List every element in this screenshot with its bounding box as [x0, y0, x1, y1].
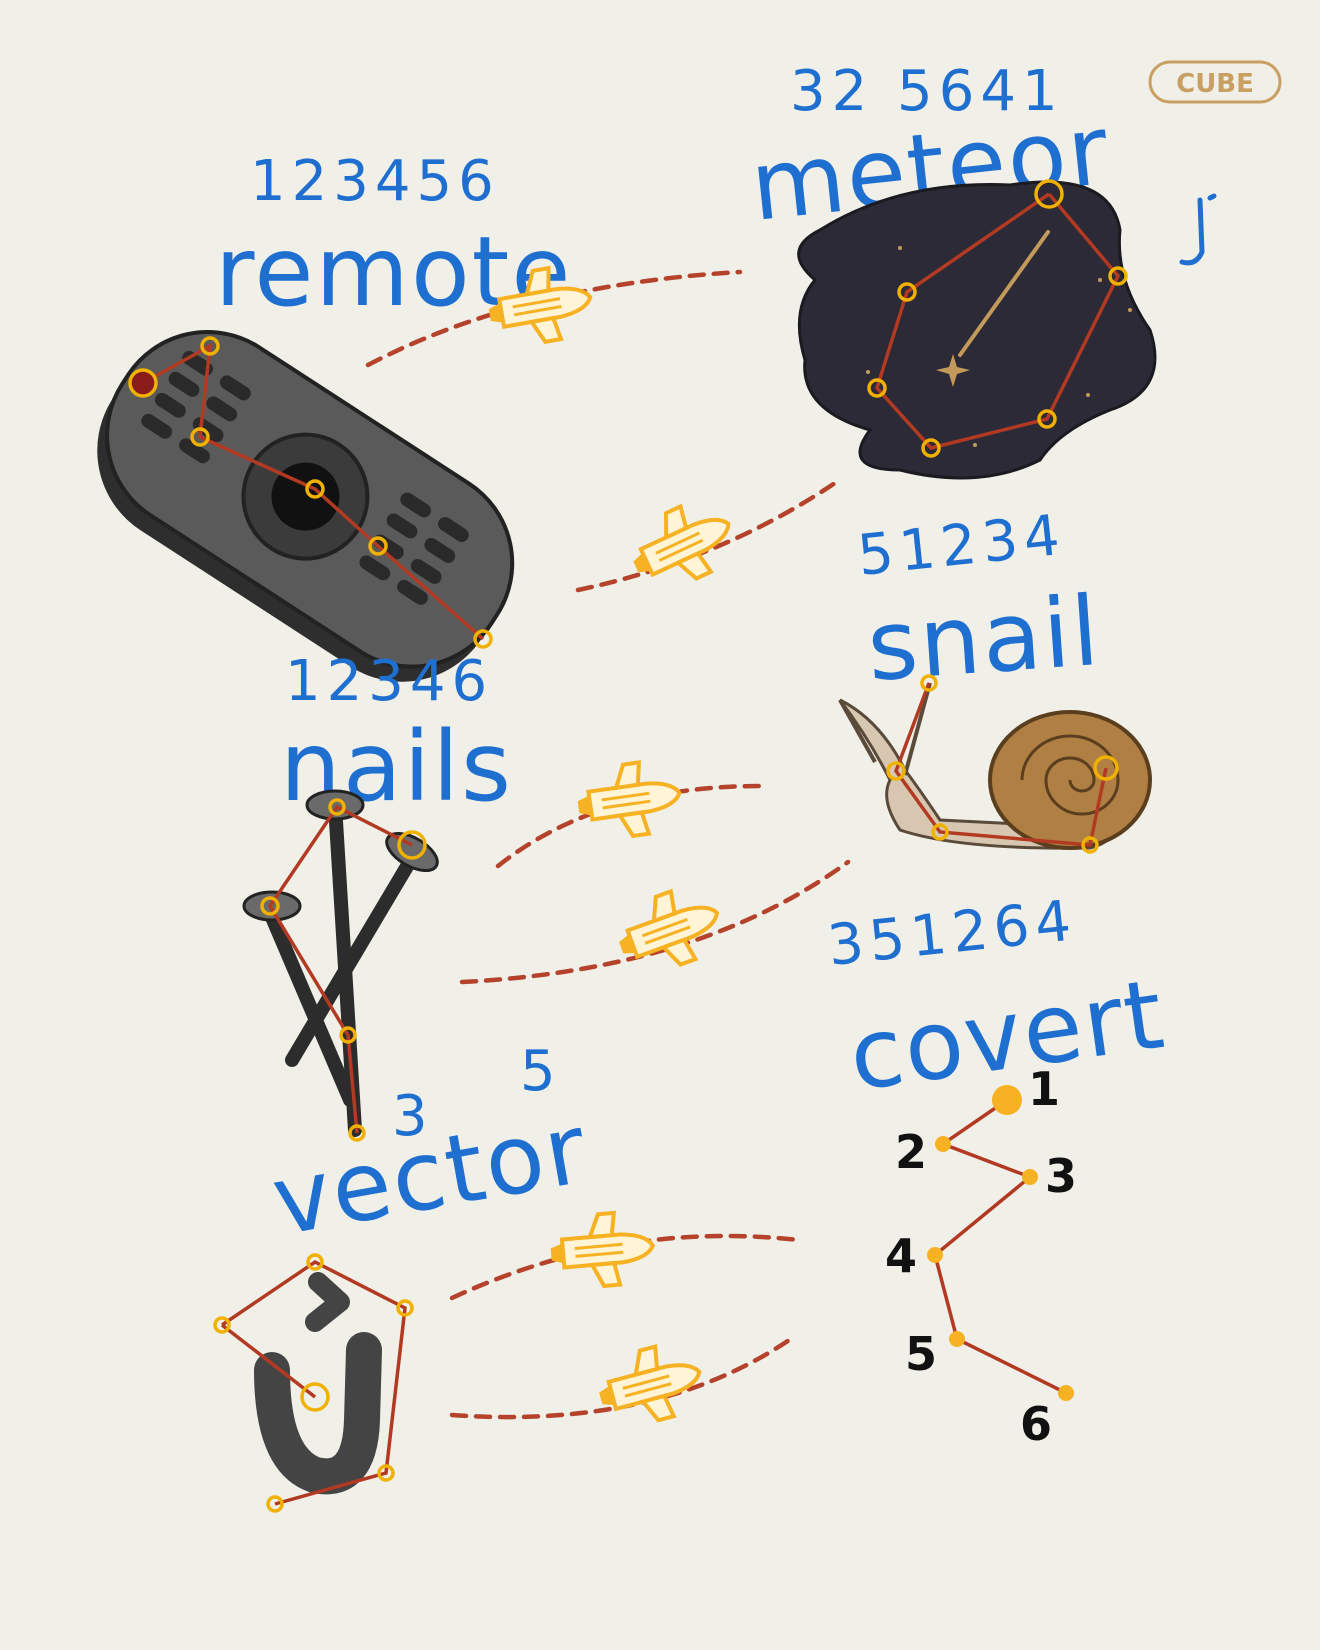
shuttle-icon [606, 877, 732, 984]
meteor-sky-icon [797, 179, 1157, 480]
letter-v-icon [213, 1253, 414, 1513]
shuttle-icon [589, 1335, 711, 1436]
watermark: CUBE [1148, 60, 1282, 104]
covert-point-3: 3 [1045, 1149, 1077, 1203]
snail-label: 51234 snail [855, 503, 1104, 703]
covert-point-2: 2 [895, 1125, 927, 1179]
nails-label: 12346 nails [280, 649, 511, 823]
covert-point-4: 4 [885, 1229, 917, 1283]
covert-point-5: 5 [905, 1327, 937, 1381]
remote-icon [97, 330, 515, 682]
covert-point-6: 6 [1020, 1397, 1052, 1451]
vector-digit-3: 3 [392, 1084, 434, 1149]
snail-digits: 51234 [855, 503, 1069, 589]
snail-word: snail [864, 575, 1104, 703]
covert-constellation: 1 2 3 4 5 6 [885, 1062, 1077, 1451]
remote-digits: 123456 [250, 149, 500, 214]
remote-label: 123456 remote [215, 149, 570, 328]
shuttle-icon [571, 755, 687, 845]
vector-label: 3 5 vector [265, 1039, 596, 1258]
shuttle-icon [546, 1207, 658, 1293]
covert-point-1: 1 [1028, 1062, 1060, 1116]
nails-icon [242, 789, 439, 1142]
vector-word: vector [265, 1092, 596, 1257]
covert-digits: 351264 [825, 888, 1080, 979]
vector-digit-5: 5 [520, 1039, 562, 1104]
nails-digits: 12346 [285, 649, 493, 714]
snail-icon [838, 674, 1152, 854]
covert-label: 351264 covert [825, 888, 1172, 1113]
meteor-digits: 32 5641 [790, 59, 1064, 124]
watermark-text: CUBE [1176, 69, 1254, 99]
